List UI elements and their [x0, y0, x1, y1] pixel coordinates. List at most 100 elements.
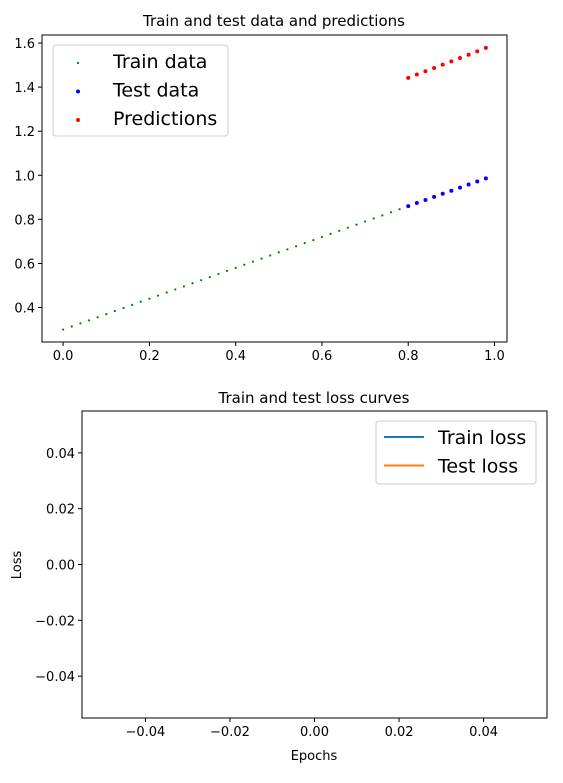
x-axis-label: Epochs — [291, 749, 338, 764]
data-point — [225, 269, 229, 273]
data-point — [381, 214, 384, 217]
data-point — [372, 217, 375, 220]
data-point — [243, 263, 246, 266]
data-point — [303, 242, 306, 245]
data-point — [389, 211, 393, 214]
data-point — [346, 226, 349, 229]
data-point — [338, 229, 341, 232]
data-point — [320, 235, 324, 239]
data-point — [312, 238, 315, 242]
y-axis: 0.4 0.6 0.8 1.0 1.2 1.4 1.6 — [14, 37, 42, 317]
legend-label: Predictions — [113, 108, 217, 130]
legend-label: Train loss — [437, 427, 526, 449]
data-point — [466, 182, 471, 187]
data-point — [294, 245, 298, 248]
data-point — [286, 248, 289, 251]
data-point — [475, 49, 480, 54]
x-axis: −0.04 −0.02 0.00 0.02 0.04 — [125, 718, 498, 740]
data-point — [260, 257, 263, 260]
data-point — [466, 52, 471, 57]
y-tick-label: 0.8 — [14, 213, 35, 228]
data-point — [398, 208, 401, 211]
scatter-chart: Train and test data and predictions 0.0 0… — [14, 12, 508, 364]
chart-title: Train and test data and predictions — [142, 12, 405, 30]
y-axis: −0.04 −0.02 0.00 0.02 0.04 — [35, 447, 82, 685]
data-point — [62, 328, 65, 331]
data-point — [105, 313, 108, 316]
data-point — [363, 220, 367, 223]
y-tick-label: 0.02 — [46, 503, 75, 518]
y-tick-label: 1.6 — [14, 37, 35, 52]
legend-marker — [76, 118, 80, 122]
x-tick-label: 0.04 — [469, 725, 498, 740]
data-point — [131, 303, 134, 306]
legend-marker — [76, 61, 80, 65]
data-point — [165, 291, 168, 294]
x-tick-label: 0.2 — [139, 349, 160, 364]
x-tick-label: −0.04 — [125, 725, 165, 740]
data-point — [406, 204, 411, 209]
data-point — [355, 223, 358, 226]
data-point — [440, 191, 445, 196]
x-tick-label: 0.6 — [312, 349, 333, 364]
y-tick-label: −0.04 — [35, 670, 75, 685]
y-tick-label: 0.00 — [46, 559, 75, 574]
legend-label: Test loss — [437, 456, 518, 478]
loss-chart: Train and test loss curves Epochs Loss −… — [10, 389, 548, 764]
data-point — [122, 306, 125, 310]
data-point — [251, 260, 255, 263]
x-tick-label: 0.8 — [398, 349, 419, 364]
data-point — [70, 325, 73, 328]
data-point — [182, 285, 186, 288]
x-tick-label: 0.0 — [53, 349, 74, 364]
data-point — [440, 62, 445, 67]
legend-marker — [76, 89, 80, 94]
data-point — [156, 294, 160, 297]
data-point — [483, 45, 488, 50]
data-point — [423, 69, 428, 74]
y-tick-label: 0.6 — [14, 257, 35, 272]
data-point — [449, 59, 454, 64]
y-tick-label: 1.0 — [14, 169, 35, 184]
data-point — [200, 279, 203, 282]
scatter-points — [62, 45, 488, 331]
x-tick-label: −0.02 — [210, 725, 250, 740]
data-point — [234, 266, 237, 269]
legend: Train data Test data Predictions — [52, 44, 229, 137]
data-point — [96, 316, 99, 319]
y-axis-label: Loss — [10, 551, 25, 580]
x-tick-label: 1.0 — [484, 349, 505, 364]
data-point — [113, 309, 116, 313]
data-point — [208, 275, 211, 279]
y-tick-label: 0.04 — [46, 447, 75, 462]
x-tick-label: 0.00 — [300, 725, 329, 740]
data-point — [432, 65, 437, 70]
data-point — [217, 272, 220, 276]
legend-label: Train data — [112, 51, 207, 73]
data-point — [414, 72, 419, 77]
chart-title: Train and test loss curves — [218, 389, 410, 407]
data-point — [148, 297, 151, 300]
data-point — [174, 288, 177, 291]
x-tick-label: 0.02 — [385, 725, 414, 740]
data-point — [139, 300, 142, 303]
data-point — [329, 232, 332, 235]
y-tick-label: 0.4 — [14, 302, 35, 317]
data-point — [277, 251, 280, 254]
data-point — [269, 254, 272, 257]
data-point — [475, 179, 480, 184]
legend-label: Test data — [112, 80, 199, 102]
data-point — [432, 194, 437, 199]
data-point — [457, 56, 462, 61]
data-point — [423, 197, 428, 202]
data-point — [406, 75, 411, 80]
y-tick-label: 1.4 — [14, 81, 35, 96]
data-point — [449, 188, 454, 193]
data-point — [483, 176, 488, 181]
data-point — [87, 319, 91, 322]
legend: Train loss Test loss — [375, 420, 537, 485]
data-point — [191, 282, 194, 285]
x-tick-label: 0.4 — [225, 349, 246, 364]
y-tick-label: 1.2 — [14, 125, 35, 140]
